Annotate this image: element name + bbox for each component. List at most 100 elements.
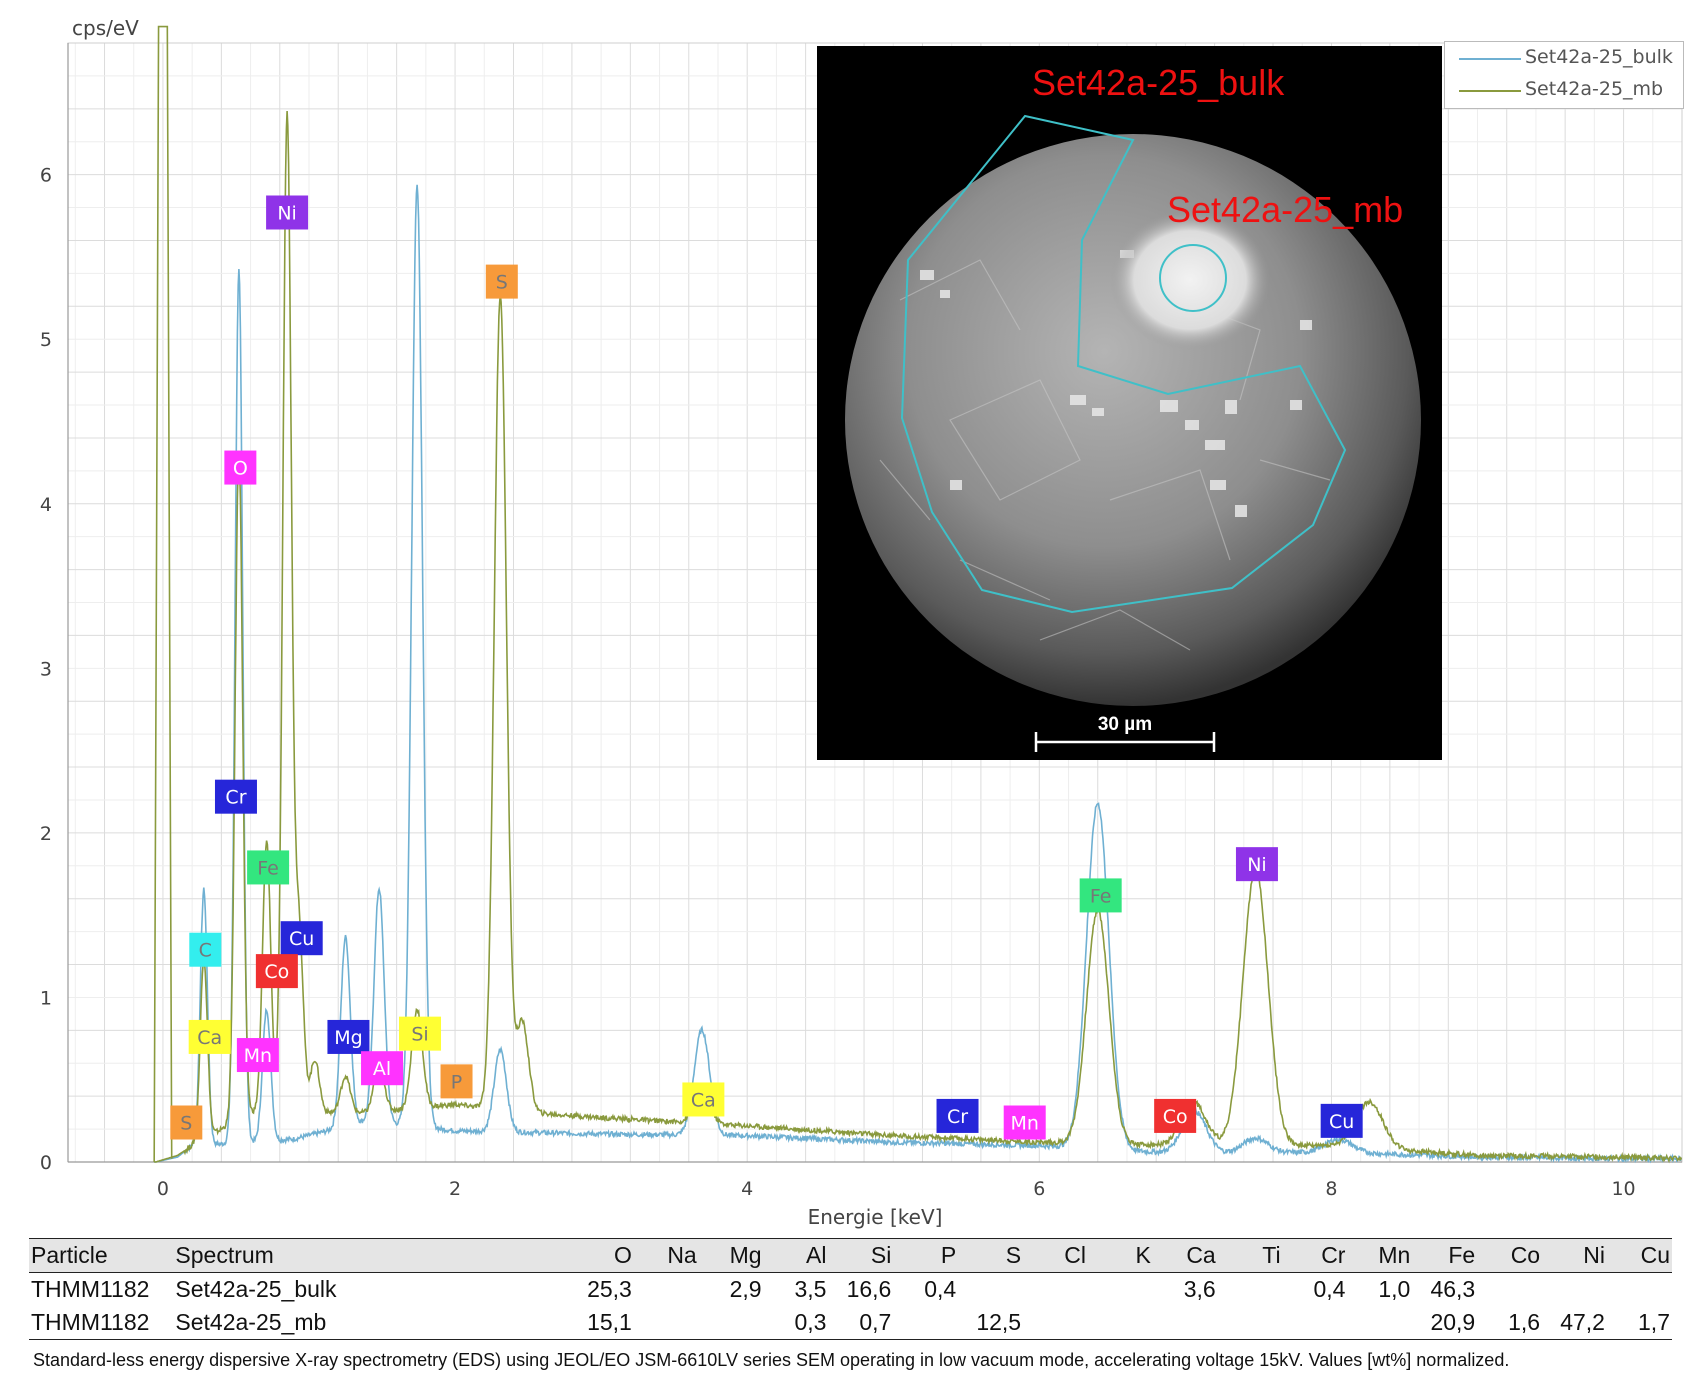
- table-cell: Si: [828, 1238, 894, 1273]
- table-cell: Cu: [1606, 1238, 1672, 1273]
- table-cell: [1217, 1306, 1283, 1340]
- y-tick-label: 4: [40, 494, 52, 516]
- legend-swatch-bulk: [1459, 58, 1521, 60]
- element-label-box: [327, 1019, 370, 1054]
- table-cell: 1,0: [1378, 1276, 1411, 1302]
- table-cell: 16,6: [846, 1276, 892, 1302]
- axis-ticks: 0 2 4 6 8 10 0 1 2 3 4 5 6: [40, 165, 1636, 1200]
- caption: Standard-less energy dispersive X-ray sp…: [33, 1350, 1510, 1370]
- x-tick-label: 10: [1611, 1178, 1635, 1200]
- y-tick-label: 0: [40, 1152, 52, 1174]
- mb-label: Set42a-25_mb: [1167, 189, 1403, 230]
- element-label-Cr: Cr: [936, 1098, 979, 1133]
- x-axis-label: Energie [keV]: [808, 1205, 943, 1229]
- element-label-text: Ni: [1247, 854, 1267, 876]
- table-cell: [1087, 1306, 1153, 1340]
- table-cell: [1218, 1273, 1283, 1307]
- element-label-text: Co: [1163, 1106, 1188, 1128]
- table-cell: [1477, 1273, 1542, 1307]
- y-tick-label: 3: [40, 658, 52, 680]
- table-cell: [893, 1306, 959, 1340]
- element-label-box: [170, 1105, 203, 1140]
- element-label-Mn: Mn: [1003, 1105, 1046, 1140]
- plot-frame: [67, 42, 1683, 1163]
- y-tick-label: 5: [40, 329, 52, 351]
- element-label-box: [1320, 1103, 1363, 1138]
- x-tick-label: 2: [449, 1178, 461, 1200]
- element-label-text: Cu: [1329, 1111, 1354, 1133]
- table-cell: Cl: [1023, 1238, 1088, 1273]
- table-cell: [1542, 1273, 1607, 1307]
- legend-label-bulk: Set42a-25_bulk: [1525, 46, 1673, 68]
- element-label-box: [189, 932, 222, 967]
- table-cell: 1,7: [1606, 1306, 1672, 1340]
- element-label-box: [682, 1082, 725, 1117]
- table-cell: [1347, 1306, 1413, 1340]
- table-header-row: Particle Spectrum O Na Mg Al Si P S Cl K Ca Ti Cr Mn Fe…: [29, 1238, 1672, 1273]
- element-label-text: Cr: [947, 1106, 968, 1128]
- table-cell: 0,4: [1313, 1276, 1346, 1302]
- element-label-P: P: [440, 1064, 473, 1099]
- y-tick-label: 2: [40, 823, 52, 845]
- table-cell: 12,5: [958, 1306, 1024, 1340]
- element-label-text: Ca: [691, 1089, 716, 1111]
- element-label-text: C: [199, 940, 212, 962]
- table-cell: Spectrum: [173, 1238, 572, 1273]
- element-label-box: [188, 1019, 231, 1054]
- element-label-box: [1079, 878, 1122, 913]
- table-cell: Al: [763, 1238, 829, 1273]
- table-cell: 25,3: [587, 1276, 632, 1302]
- table-cell: Fe: [1412, 1238, 1478, 1273]
- mb-spot-outline: [1159, 244, 1227, 312]
- element-label-text: S: [180, 1113, 192, 1135]
- table-cell: K: [1087, 1238, 1153, 1273]
- bulk-label: Set42a-25_bulk: [1032, 62, 1285, 103]
- element-label-box: [485, 264, 518, 299]
- zero-peak: [153, 25, 173, 1163]
- x-tick-label: 8: [1325, 1178, 1337, 1200]
- element-label-text: Ni: [277, 202, 297, 224]
- table-cell: O: [571, 1238, 634, 1273]
- table-cell: THMM1182: [29, 1306, 174, 1340]
- table-cell: 0,7: [828, 1306, 894, 1340]
- element-label-text: Fe: [1090, 885, 1112, 907]
- element-label-Si: Si: [399, 1016, 442, 1051]
- table-cell: 3,5: [794, 1276, 827, 1302]
- element-label-Fe: Fe: [1079, 878, 1122, 913]
- table-row: THMM1182 Set42a-25_bulk 25,3 2,9 3,5 16,6 0,4 3…: [29, 1273, 1672, 1307]
- particle-texture: [879, 259, 1331, 651]
- element-label-Ca: Ca: [188, 1019, 231, 1054]
- element-label-Cu: Cu: [1320, 1103, 1363, 1138]
- table-cell: 0,4: [924, 1276, 957, 1302]
- table-cell: Ti: [1217, 1238, 1283, 1273]
- element-label-O: O: [224, 450, 257, 485]
- table-cell: Na: [633, 1238, 699, 1273]
- table-cell: THMM1182: [31, 1276, 150, 1302]
- table-cell: 3,6: [1183, 1276, 1216, 1302]
- dendritic-crystals: [920, 250, 1312, 517]
- element-label-box: [361, 1051, 404, 1086]
- element-label-box: [440, 1064, 473, 1099]
- element-label-Fe: Fe: [247, 850, 290, 885]
- element-label-text: Mg: [334, 1027, 362, 1049]
- element-label-text: Cu: [289, 928, 314, 950]
- element-label-text: Mn: [1010, 1113, 1038, 1135]
- element-label-text: Fe: [257, 857, 279, 879]
- element-label-box: [936, 1098, 979, 1133]
- table-cell: 47,2: [1542, 1306, 1607, 1340]
- legend-item-bulk: Set42a-25_bulk: [1445, 44, 1683, 72]
- table-cell: 20,9: [1412, 1306, 1478, 1340]
- table-cell: Set42a-25_mb: [173, 1306, 572, 1340]
- element-label-text: Mn: [244, 1045, 272, 1067]
- element-label-box: [247, 850, 290, 885]
- element-label-text: Ca: [197, 1027, 222, 1049]
- element-label-Mn: Mn: [236, 1038, 279, 1073]
- table-cell: Mg: [698, 1238, 764, 1273]
- element-label-Ni: Ni: [1235, 847, 1278, 882]
- table-cell: Ni: [1542, 1238, 1607, 1273]
- element-label-box: [255, 954, 298, 989]
- x-tick-label: 0: [157, 1178, 169, 1200]
- element-label-text: Si: [411, 1024, 428, 1046]
- spectrum-series: [153, 25, 1683, 1164]
